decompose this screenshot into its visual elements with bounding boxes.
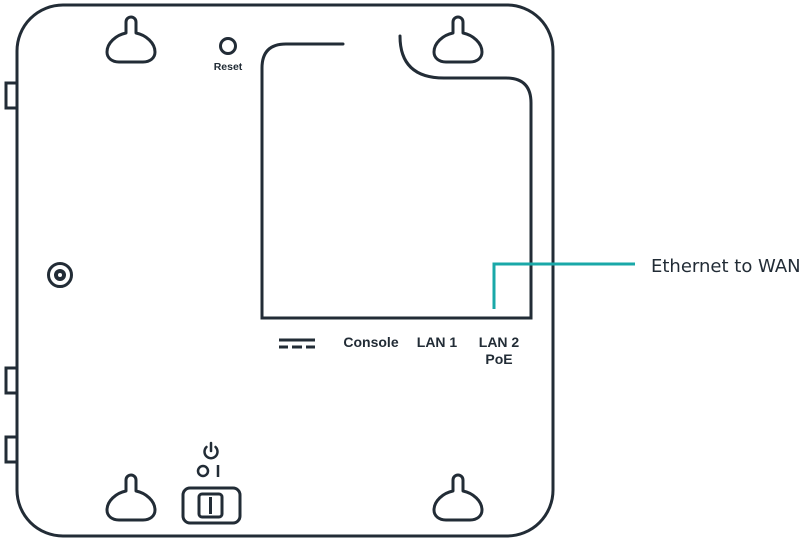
switch-off-icon: [196, 464, 210, 478]
side-tab-bottom: [4, 435, 17, 464]
reset-label: Reset: [214, 61, 243, 73]
side-tab-middle: [4, 366, 17, 395]
reset-button[interactable]: Reset: [214, 37, 243, 74]
lan2-port-label: LAN 2: [479, 334, 520, 350]
keyhole-mount-icon: [432, 15, 484, 64]
mounting-holes: [105, 15, 484, 522]
port-cavity: [260, 34, 533, 320]
keyhole-mount-icon: [105, 15, 157, 64]
ethernet-to-wan-label: Ethernet to WAN: [651, 256, 801, 277]
side-tabs: [4, 81, 17, 464]
keyhole-mount-icon: [105, 473, 157, 522]
power-icon: [203, 441, 219, 460]
keyhole-mount-icon: [432, 473, 484, 522]
ethernet-callout-line: [492, 262, 635, 309]
power-switch-area: [181, 441, 242, 525]
side-tab-top: [4, 81, 17, 110]
screw-slot-icon: [58, 273, 62, 277]
device-enclosure: [15, 3, 555, 538]
reset-hole-icon[interactable]: [219, 37, 237, 55]
console-port-label: Console: [343, 334, 398, 350]
port-labels: Console LAN 1 LAN 2 PoE: [279, 334, 519, 367]
lan2-poe-label: PoE: [485, 351, 512, 367]
screw: [47, 262, 73, 288]
lan1-port-label: LAN 1: [417, 334, 458, 350]
dc-power-icon: [279, 338, 315, 349]
